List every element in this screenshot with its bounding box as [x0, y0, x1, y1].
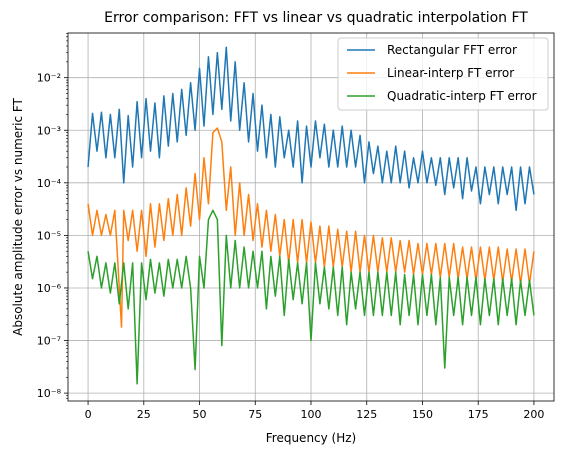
series-lines: [87, 46, 535, 385]
x-axis-label: Frequency (Hz): [266, 431, 357, 445]
y-tick-label: 10⁻³: [37, 124, 61, 137]
x-tick-label: 50: [193, 408, 207, 421]
legend-label-quadratic: Quadratic-interp FT error: [387, 89, 537, 103]
y-tick-label: 10⁻²: [37, 72, 61, 85]
x-tick-label: 0: [85, 408, 92, 421]
x-tick-label: 175: [468, 408, 489, 421]
chart-title: Error comparison: FFT vs linear vs quadr…: [104, 10, 528, 26]
series-line-quadratic: [87, 209, 535, 385]
x-tick-label: 150: [412, 408, 433, 421]
y-tick-label: 10⁻⁵: [37, 229, 61, 242]
series-line-rectangular: [87, 46, 535, 212]
y-tick-label: 10⁻⁶: [37, 282, 62, 295]
x-tick-label: 100: [301, 408, 322, 421]
legend-label-linear: Linear-interp FT error: [387, 66, 514, 80]
x-tick-label: 75: [248, 408, 262, 421]
y-tick-label: 10⁻⁷: [37, 335, 61, 348]
x-tick-label: 125: [356, 408, 377, 421]
y-tick-label: 10⁻⁸: [37, 387, 62, 400]
y-axis-label: Absolute amplitude error vs numeric FT: [11, 97, 25, 335]
legend: Rectangular FFT error Linear-interp FT e…: [337, 37, 549, 111]
legend-label-rectangular: Rectangular FFT error: [387, 43, 517, 57]
series-line-linear: [87, 127, 535, 328]
x-tick-label: 25: [137, 408, 151, 421]
y-tick-label: 10⁻⁴: [37, 177, 62, 190]
x-tick-label: 200: [523, 408, 544, 421]
legend-box: [337, 37, 549, 111]
axis-ticks: 0 25 50 75 100 125 150 175 200 10⁻⁸ 10⁻⁷ 10⁻⁶ 10⁻⁵ 10…: [37, 32, 544, 421]
